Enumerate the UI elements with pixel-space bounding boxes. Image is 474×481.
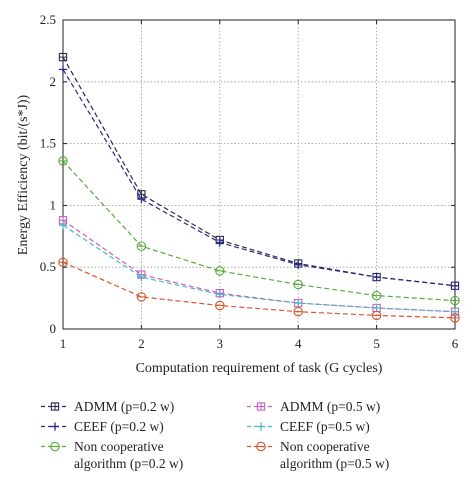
legend-item: Non cooperative algorithm (p=0.2 w) bbox=[40, 438, 183, 472]
legend-label: Non cooperative algorithm (p=0.2 w) bbox=[74, 439, 184, 471]
series-5 bbox=[58, 156, 460, 306]
legend-item: ADMM (p=0.2 w) bbox=[40, 398, 174, 415]
legend-swatch bbox=[41, 402, 69, 411]
y-tick-label: 1 bbox=[50, 197, 57, 212]
series-line bbox=[62, 261, 456, 319]
x-tick-label: 4 bbox=[295, 336, 302, 351]
y-axis-ticks: 0 0.5 1 1.5 2 2.5 bbox=[40, 12, 455, 336]
legend-swatch bbox=[247, 402, 275, 411]
x-tick-label: 3 bbox=[217, 336, 224, 351]
x-tick-label: 6 bbox=[452, 336, 459, 351]
legend-swatch bbox=[247, 441, 275, 452]
legend-swatch bbox=[247, 422, 275, 431]
series-line bbox=[62, 160, 456, 302]
x-tick-label: 5 bbox=[373, 336, 380, 351]
series-line bbox=[62, 224, 456, 313]
legend-label: ADMM (p=0.2 w) bbox=[74, 399, 175, 414]
legend-item: Non cooperative algorithm (p=0.5 w) bbox=[246, 438, 389, 472]
legend-swatch-marker bbox=[256, 402, 266, 411]
y-tick-label: 2 bbox=[50, 74, 57, 89]
legend-label: CEEF (p=0.5 w) bbox=[280, 419, 370, 434]
series-3 bbox=[58, 65, 460, 290]
x-axis-title: Computation requirement of task (G cycle… bbox=[136, 361, 383, 376]
series-line bbox=[62, 219, 456, 313]
y-tick-label: 0.5 bbox=[40, 259, 56, 274]
legend-label: CEEF (p=0.2 w) bbox=[74, 419, 164, 434]
y-tick-label: 0 bbox=[50, 321, 57, 336]
series-line bbox=[62, 69, 456, 287]
legend: ADMM (p=0.2 w) ADMM (p=0.5 w) CEEF (p=0.2 … bbox=[40, 398, 460, 478]
series-layer bbox=[58, 52, 460, 323]
x-tick-label: 1 bbox=[60, 336, 67, 351]
grid bbox=[63, 20, 455, 329]
series-line bbox=[62, 56, 456, 287]
legend-swatch bbox=[41, 441, 69, 452]
line-chart: 0 0.5 1 1.5 2 2.5 1 2 3 4 5 6 Energy Efficiency (b… bbox=[16, 12, 460, 376]
y-tick-label: 1.5 bbox=[40, 136, 56, 151]
x-tick-label: 2 bbox=[138, 336, 145, 351]
legend-item: CEEF (p=0.5 w) bbox=[246, 418, 370, 435]
x-axis-ticks: 1 2 3 4 5 6 bbox=[60, 20, 459, 351]
legend-swatch bbox=[41, 422, 69, 431]
series-2 bbox=[58, 216, 460, 316]
legend-label: Non cooperative algorithm (p=0.5 w) bbox=[280, 439, 390, 471]
y-tick-label: 2.5 bbox=[40, 12, 56, 27]
y-axis-title: Energy Efficiency (bit/(s*J)) bbox=[16, 94, 31, 255]
plot-area-frame bbox=[62, 19, 456, 330]
legend-label: ADMM (p=0.5 w) bbox=[280, 399, 381, 414]
legend-swatch-marker bbox=[256, 441, 266, 452]
legend-item: ADMM (p=0.5 w) bbox=[246, 398, 380, 415]
series-4 bbox=[58, 221, 460, 316]
legend-item: CEEF (p=0.2 w) bbox=[40, 418, 164, 435]
series-6 bbox=[58, 257, 460, 323]
